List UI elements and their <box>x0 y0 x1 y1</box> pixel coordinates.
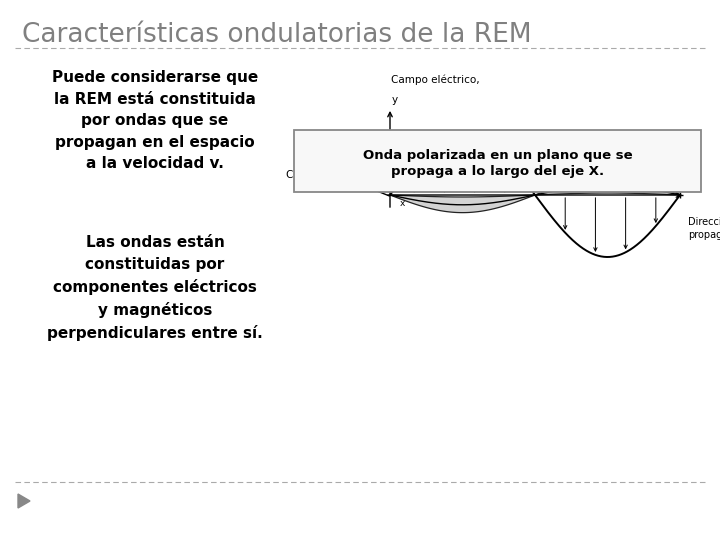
Text: Onda polarizada en un plano que se: Onda polarizada en un plano que se <box>363 148 632 161</box>
Text: Las ondas están
constituidas por
componentes eléctricos
y magnéticos
perpendicul: Las ondas están constituidas por compone… <box>47 235 263 341</box>
FancyBboxPatch shape <box>294 130 701 192</box>
Text: Puede considerarse que
la REM está constituida
por ondas que se
propagan en el e: Puede considerarse que la REM está const… <box>52 70 258 171</box>
Polygon shape <box>18 494 30 508</box>
Text: x: x <box>400 199 405 208</box>
Text: z: z <box>343 174 348 184</box>
Polygon shape <box>535 177 680 195</box>
Polygon shape <box>390 195 535 213</box>
Text: Campo magnético: Campo magnético <box>287 170 382 180</box>
Text: Características ondulatorias de la REM: Características ondulatorias de la REM <box>22 22 531 48</box>
Text: Campo eléctrico,: Campo eléctrico, <box>391 75 480 85</box>
Text: propagación: propagación <box>688 229 720 240</box>
Text: y: y <box>392 95 398 105</box>
Text: Dirección de: Dirección de <box>688 217 720 227</box>
Text: propaga a lo largo del eje X.: propaga a lo largo del eje X. <box>391 165 604 178</box>
